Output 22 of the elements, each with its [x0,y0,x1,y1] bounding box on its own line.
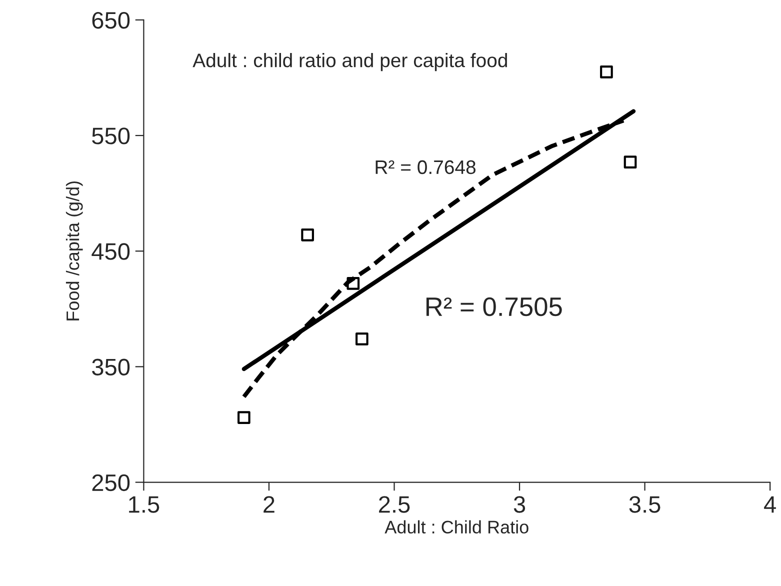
x-tick-label: 1.5 [129,496,160,513]
y-tick-label: 550 [92,128,130,144]
y-tick-label: 650 [92,12,130,29]
point [356,332,368,346]
x-tick-label: 2.5 [379,496,410,513]
y-tick-label: 250 [92,474,130,492]
x-tick-label: 2 [264,496,274,513]
y-tick-label: 450 [92,243,130,260]
point [600,66,613,78]
x-axis-title: Adult : Child Ratio [384,520,528,534]
point [624,156,637,169]
text: Adult : child ratio and per capita food [192,52,507,72]
annotation: R² = 0.7648 [376,160,476,174]
point [238,411,250,424]
x-tick-label: 3.5 [629,496,660,513]
x-tick-label: 3 [514,496,526,513]
point [346,277,360,290]
annotation: R² = 0.7505 [426,297,562,316]
y-axis-title: Food /capita (g/d) [66,181,83,320]
y-tick-label: 350 [92,358,130,376]
x-tick-label: 4 [764,496,776,513]
point [301,228,314,242]
